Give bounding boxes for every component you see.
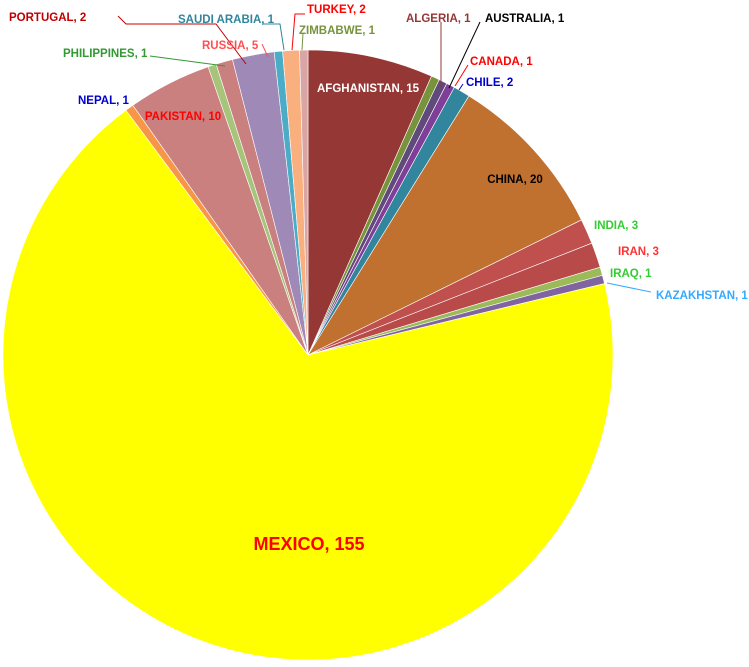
data-label-iran: IRAN, 3 [618,246,659,258]
leader-line-australia [448,21,481,89]
data-label-mexico: MEXICO, 155 [253,534,364,554]
data-label-russia: RUSSIA, 5 [202,40,259,52]
data-label-india: INDIA, 3 [594,220,638,232]
leader-line-chile [458,83,464,91]
pie-slice-mexico [2,109,614,661]
leader-line-turkey [291,13,305,51]
data-label-zimbabwe: ZIMBABWE, 1 [299,25,376,37]
leader-line-zimbabwe [301,32,304,51]
leader-line-canada [454,64,469,87]
data-label-philippines: PHILIPPINES, 1 [63,48,148,60]
pie-slice-zimbabwe [299,49,309,356]
data-label-pakistan: PAKISTAN, 10 [145,111,221,123]
data-label-iraq: IRAQ, 1 [610,268,652,280]
data-label-chile: CHILE, 2 [466,77,513,89]
data-label-portugal: PORTUGAL, 2 [9,12,86,24]
leader-line-philippines [149,55,226,67]
pie-slice-china [307,95,582,356]
leader-line-portugal [117,15,247,65]
data-label-turkey: TURKEY, 2 [307,4,366,16]
leader-line-russia [261,43,269,58]
data-label-algeria: ALGERIA, 1 [406,13,471,25]
data-label-canada: CANADA, 1 [470,56,533,68]
data-label-nepal: NEPAL, 1 [78,95,130,107]
leader-line-saudi-arabia [262,23,285,51]
pie-slice-afghanistan [307,49,432,356]
data-label-kazakhstan: KAZAKHSTAN, 1 [656,290,748,302]
data-label-saudi-arabia: SAUDI ARABIA, 1 [178,14,275,26]
leader-line-kazakhstan [606,282,652,293]
data-label-australia: AUSTRALIA, 1 [485,13,565,25]
data-label-china: CHINA, 20 [487,174,543,186]
data-label-afghanistan: AFGHANISTAN, 15 [317,83,420,95]
